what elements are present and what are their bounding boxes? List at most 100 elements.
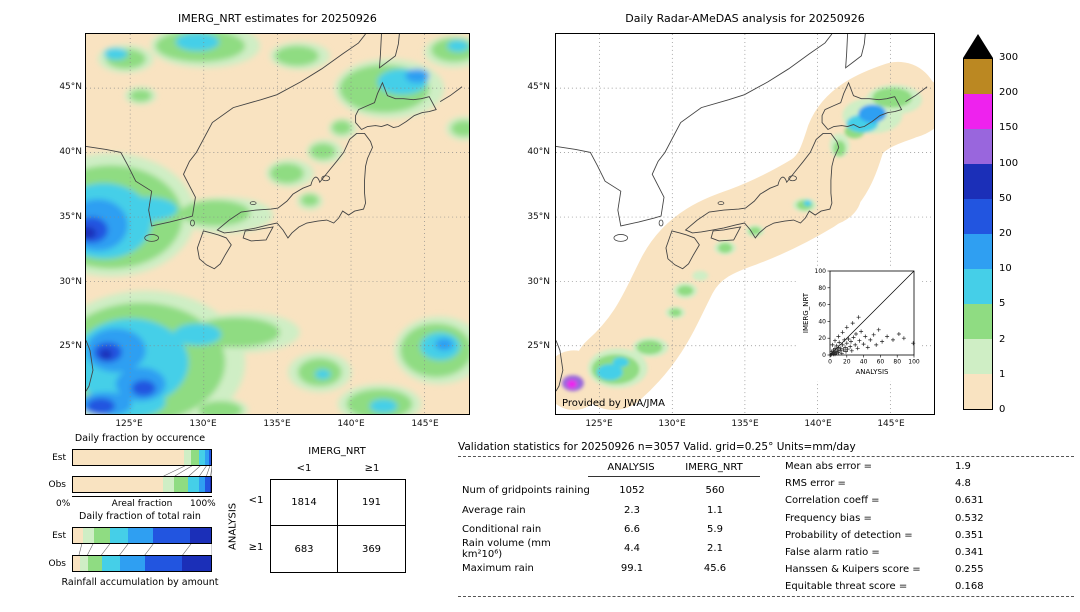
stat-analysis-value: 4.4 [624, 543, 640, 555]
scatter-inset: 0 20 40 60 80 100 0 20 40 60 80 100 ANALYSIS IMERG… [798, 267, 922, 381]
stat-imerg-value: 45.6 [703, 562, 727, 574]
colorbar-segment [964, 374, 992, 409]
colorbar-segment [964, 339, 992, 374]
total-rain-bar-est [72, 527, 212, 544]
lon-tick-label: 130°E [189, 419, 217, 429]
stat-label: Average rain [462, 504, 526, 516]
divider [458, 456, 1074, 457]
bar-segment [184, 450, 191, 465]
bar-segment [163, 477, 175, 492]
metrics-list: Mean abs error = 1.9 RMS error = 4.8 Correla… [785, 458, 984, 596]
precip-10-20mm [858, 104, 887, 123]
metric-label: Frequency bias = [785, 512, 872, 524]
bar-segment [205, 450, 209, 465]
metric-value: 4.8 [955, 478, 971, 490]
lon-tick-label: 125°E [585, 419, 613, 429]
colorbar-segment [964, 164, 992, 199]
metric-row: Frequency bias = 0.532 [785, 510, 984, 527]
lat-tick-label: 45°N [59, 82, 82, 92]
inset-y-axis-label: IMERG_NRT [802, 292, 810, 333]
metric-row: Equitable threat score = 0.168 [785, 578, 984, 595]
metric-value: 0.341 [955, 547, 984, 559]
lon-tick-label: 130°E [658, 419, 686, 429]
bar-segment [190, 450, 200, 465]
continental-korea-coastline [86, 34, 366, 227]
right-map-title: Daily Radar-AMeDAS analysis for 20250926 [625, 12, 865, 25]
metric-row: False alarm ratio = 0.341 [785, 544, 984, 561]
colorbar-tick-label: 0 [999, 404, 1006, 415]
precipitation-layer [86, 34, 469, 414]
lon-tick-label: 135°E [731, 419, 759, 429]
kyushu-coastline [665, 230, 700, 270]
axis-label-100pct: 100% [190, 499, 216, 509]
svg-text:80: 80 [893, 359, 901, 366]
imerg-map [85, 33, 470, 415]
stats-col-header-analysis: ANALYSIS [607, 462, 655, 473]
metric-row: RMS error = 4.8 [785, 475, 984, 492]
contingency-table: 1814 191 683 369 [270, 479, 406, 573]
metric-label: RMS error = [785, 478, 846, 490]
colorbar-segment [964, 304, 992, 339]
metric-value: 0.532 [955, 512, 984, 524]
inset-x-ticks: 0 20 40 60 80 100 [828, 355, 920, 366]
jeju-island [144, 234, 160, 242]
contingency-cell-false-alarm: 191 [338, 480, 405, 526]
bar-row-label-obs: Obs [48, 480, 67, 490]
metric-value: 0.168 [955, 581, 984, 593]
kuril-islands [439, 86, 463, 103]
lon-tick-label: 125°E [115, 419, 143, 429]
total-rain-title: Daily fraction of total rain [79, 511, 201, 522]
stat-imerg-value: 5.9 [707, 523, 723, 535]
lon-tick-label: 145°E [411, 419, 439, 429]
sakhalin-coastline [378, 34, 400, 69]
lat-tick-label: 40°N [59, 147, 82, 157]
bar-segment [190, 528, 211, 543]
lat-tick-label: 25°N [527, 341, 550, 351]
precipitation-layer [561, 84, 923, 392]
svg-text:60: 60 [877, 359, 885, 366]
contingency-cell-hits-none: 1814 [271, 480, 338, 526]
metric-label: Probability of detection = [785, 529, 913, 541]
bar-segment [93, 528, 111, 543]
svg-text:40: 40 [860, 359, 868, 366]
metric-value: 0.351 [955, 529, 984, 541]
svg-text:100: 100 [908, 359, 920, 366]
metric-label: Correlation coeff = [785, 495, 880, 507]
hokkaido-coastline [355, 81, 437, 131]
bar-segment [209, 477, 211, 492]
metric-row: Correlation coeff = 0.631 [785, 492, 984, 509]
oki-islands [249, 201, 257, 205]
colorbar-tick-label: 300 [999, 52, 1019, 63]
lat-tick-label: 30°N [527, 277, 550, 287]
header-underline [588, 476, 760, 477]
lat-tick-label: 30°N [59, 277, 82, 287]
taiwan-coastline [86, 340, 94, 392]
bar-segment [73, 477, 164, 492]
colorbar-segment [964, 234, 992, 269]
jeju-island [613, 234, 629, 242]
lon-tick-label: 145°E [877, 419, 905, 429]
bar-segment [144, 556, 182, 571]
stat-analysis-value: 2.3 [624, 504, 640, 516]
colorbar-segment [964, 94, 992, 129]
taiwan-coastline [556, 340, 564, 392]
colorbar-tick-label: 200 [999, 87, 1019, 99]
occurrence-title: Daily fraction by occurence [74, 433, 206, 444]
metric-row: Hanssen & Kuipers score = 0.255 [785, 561, 984, 578]
stats-header: Validation statistics for 20250926 n=305… [458, 441, 856, 453]
occurrence-bar-est [72, 449, 212, 466]
colorbar-tick-label: 1 [999, 368, 1006, 380]
colorbar-segment [964, 59, 992, 94]
svg-text:20: 20 [843, 359, 851, 366]
contingency-col-label: ≥1 [364, 463, 380, 474]
bar-segment [208, 450, 211, 465]
honshu-coastline [684, 133, 840, 239]
total-rain-footer: Rainfall accumulation by amount [61, 577, 219, 588]
honshu-coastline [216, 133, 373, 239]
colorbar-tick-label: 100 [999, 157, 1019, 169]
bar-segment [82, 528, 94, 543]
colorbar-segment [964, 129, 992, 164]
bar-connectors [163, 466, 212, 476]
colorbar-tick-label: 5 [999, 298, 1006, 310]
